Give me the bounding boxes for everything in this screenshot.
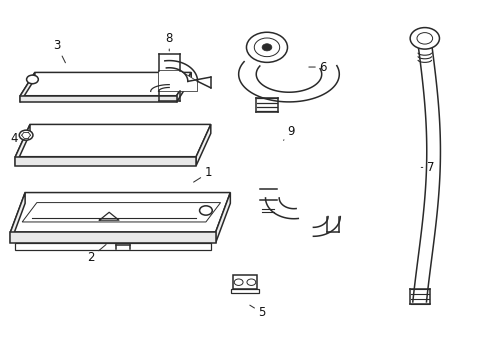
Text: 7: 7	[421, 161, 435, 174]
Polygon shape	[231, 289, 259, 293]
Polygon shape	[10, 193, 230, 232]
Text: 8: 8	[166, 32, 173, 51]
Circle shape	[19, 130, 33, 140]
Circle shape	[234, 279, 243, 285]
Circle shape	[246, 32, 288, 62]
Polygon shape	[159, 71, 197, 91]
Polygon shape	[10, 193, 25, 243]
Circle shape	[417, 33, 433, 44]
Circle shape	[262, 44, 272, 51]
Circle shape	[26, 75, 38, 84]
Polygon shape	[176, 72, 191, 102]
Circle shape	[247, 279, 256, 285]
Polygon shape	[196, 125, 211, 166]
Polygon shape	[15, 125, 30, 166]
Polygon shape	[15, 157, 196, 166]
Polygon shape	[15, 125, 211, 157]
Text: 3: 3	[53, 39, 66, 63]
Polygon shape	[20, 96, 176, 102]
Text: 1: 1	[194, 166, 212, 182]
Text: 9: 9	[284, 125, 295, 140]
Polygon shape	[20, 72, 191, 96]
Polygon shape	[22, 203, 221, 222]
Text: 4: 4	[11, 132, 25, 145]
Circle shape	[410, 28, 440, 49]
Text: 5: 5	[250, 305, 266, 319]
Polygon shape	[15, 243, 211, 250]
Polygon shape	[216, 193, 230, 243]
Circle shape	[254, 38, 280, 57]
Polygon shape	[20, 72, 35, 102]
Text: 2: 2	[87, 244, 106, 264]
Text: 6: 6	[309, 60, 327, 73]
Circle shape	[199, 206, 212, 215]
Polygon shape	[10, 232, 216, 243]
Polygon shape	[233, 275, 257, 289]
